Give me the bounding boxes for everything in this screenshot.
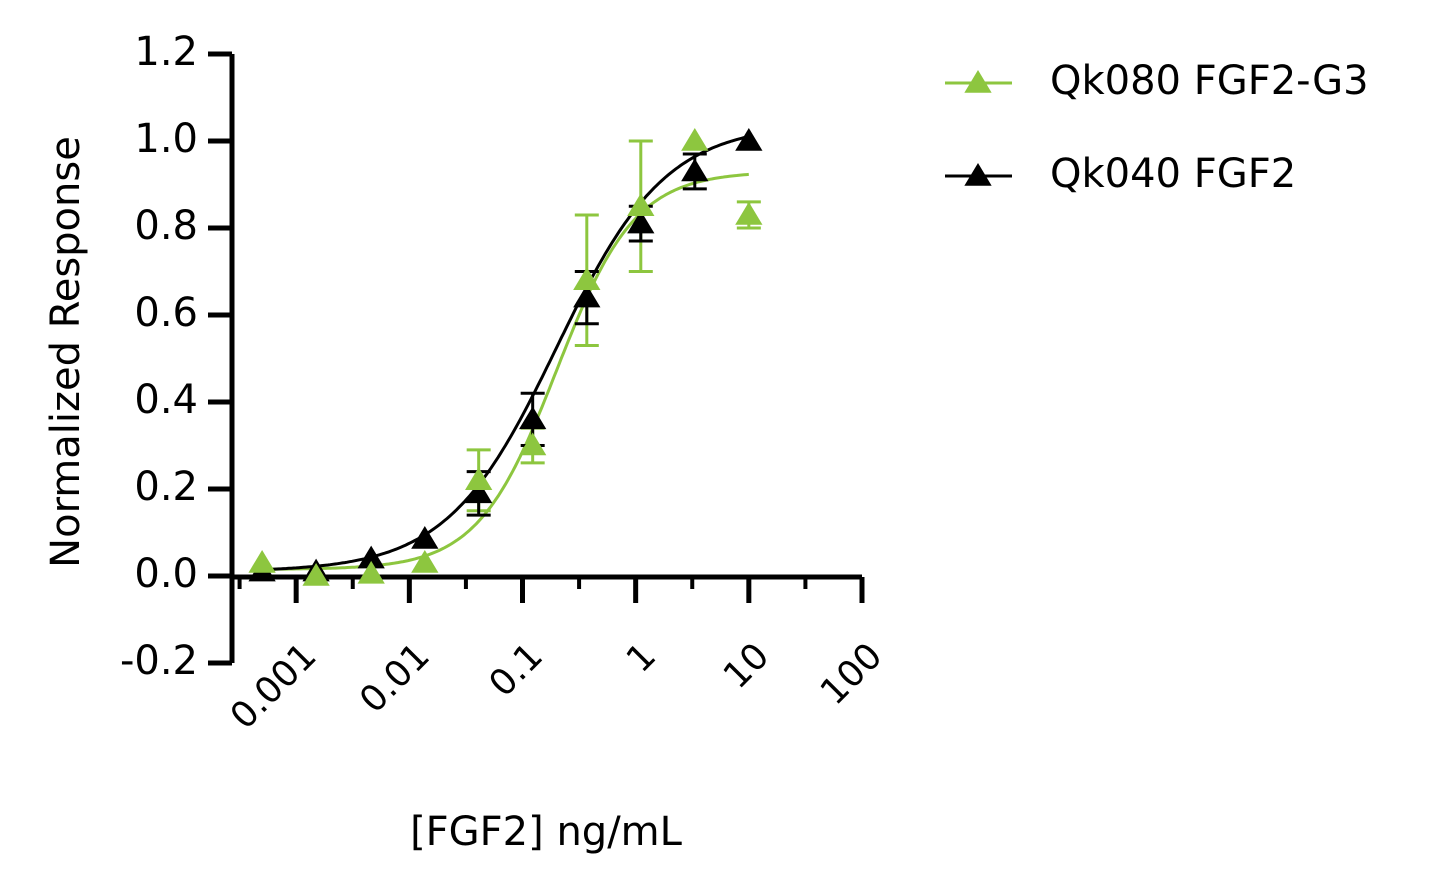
data-point-series-0 bbox=[465, 467, 493, 491]
y-tick-label: -0.2 bbox=[120, 638, 198, 684]
y-tick-label: 0.0 bbox=[134, 551, 198, 597]
data-points bbox=[248, 128, 763, 586]
y-tick-label: 0.6 bbox=[134, 290, 198, 336]
legend-label: Qk040 FGF2 bbox=[1050, 151, 1296, 197]
data-point-series-0 bbox=[735, 201, 763, 225]
fit-curve-1 bbox=[262, 135, 750, 572]
data-point-series-0 bbox=[519, 432, 547, 456]
y-tick-labels: -0.2 0.0 0.2 0.4 0.6 0.8 1.0 1.2 bbox=[120, 29, 198, 684]
x-tick-label: 0.001 bbox=[223, 635, 325, 737]
data-point-series-1 bbox=[627, 210, 655, 234]
data-point-series-0 bbox=[627, 193, 655, 216]
x-tick-labels: 0.001 0.01 0.1 1 10 100 bbox=[223, 635, 891, 737]
data-point-series-1 bbox=[573, 284, 601, 308]
x-tick-label: 100 bbox=[813, 635, 891, 713]
data-point-series-0 bbox=[411, 549, 439, 573]
data-point-series-0 bbox=[302, 563, 330, 586]
data-point-series-1 bbox=[681, 158, 709, 182]
legend-marker bbox=[964, 163, 992, 186]
y-tick-label: 1.0 bbox=[134, 116, 198, 162]
y-tick-label: 0.2 bbox=[134, 464, 198, 510]
data-point-series-1 bbox=[735, 128, 763, 151]
fit-curves bbox=[262, 135, 750, 572]
data-point-series-1 bbox=[465, 480, 493, 504]
y-tick-label: 0.8 bbox=[134, 203, 198, 249]
y-axis-title: Normalized Response bbox=[43, 136, 89, 568]
data-point-series-1 bbox=[411, 526, 439, 549]
data-point-series-0 bbox=[681, 128, 709, 151]
data-point-series-0 bbox=[248, 549, 276, 573]
data-point-series-0 bbox=[357, 560, 385, 584]
data-point-series-0 bbox=[573, 267, 601, 290]
x-tick-label: 0.01 bbox=[352, 635, 438, 721]
x-tick-label: 10 bbox=[716, 635, 777, 696]
legend-label: Qk080 FGF2-G3 bbox=[1050, 58, 1369, 104]
y-tick-label: 1.2 bbox=[134, 29, 198, 75]
error-bars bbox=[466, 139, 761, 517]
x-axis-title: [FGF2] ng/mL bbox=[410, 809, 683, 855]
x-tick-label: 1 bbox=[619, 635, 664, 680]
data-point-series-1 bbox=[519, 406, 547, 430]
axes bbox=[208, 51, 865, 666]
x-tick-label: 0.1 bbox=[481, 635, 550, 704]
fit-curve-0 bbox=[262, 172, 749, 571]
legend-marker bbox=[964, 70, 992, 93]
data-point-series-1 bbox=[357, 545, 385, 569]
legend: Qk080 FGF2-G3 Qk040 FGF2 bbox=[945, 58, 1369, 197]
y-tick-label: 0.4 bbox=[134, 377, 198, 423]
